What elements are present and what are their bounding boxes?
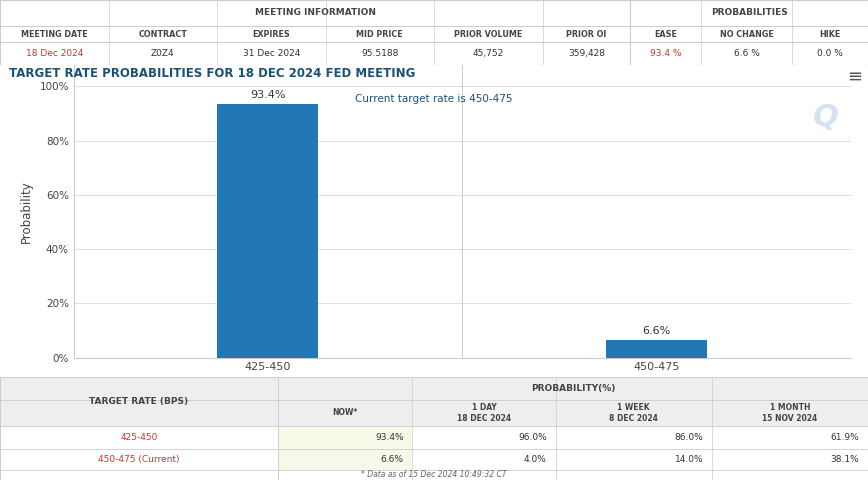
- Text: EXPIRES: EXPIRES: [253, 30, 290, 38]
- Text: HIKE: HIKE: [819, 30, 840, 38]
- Y-axis label: Probability: Probability: [19, 180, 32, 242]
- Text: TARGET RATE (BPS): TARGET RATE (BPS): [89, 397, 188, 406]
- Text: 0.0 %: 0.0 %: [817, 49, 843, 58]
- Text: NOW*: NOW*: [332, 408, 358, 418]
- Text: Z0Z4: Z0Z4: [151, 49, 174, 58]
- Text: 450-475 (Current): 450-475 (Current): [98, 455, 180, 464]
- Text: 86.0%: 86.0%: [674, 433, 703, 442]
- Text: 93.4%: 93.4%: [375, 433, 404, 442]
- Text: PRIOR OI: PRIOR OI: [566, 30, 607, 38]
- Text: 6.6%: 6.6%: [642, 325, 671, 336]
- Text: 359,428: 359,428: [568, 49, 605, 58]
- Text: 93.4 %: 93.4 %: [650, 49, 681, 58]
- Text: 18 Dec 2024: 18 Dec 2024: [25, 49, 83, 58]
- Text: TARGET RATE PROBABILITIES FOR 18 DEC 2024 FED MEETING: TARGET RATE PROBABILITIES FOR 18 DEC 202…: [9, 67, 415, 80]
- FancyBboxPatch shape: [278, 399, 868, 426]
- Text: PROBABILITY(%): PROBABILITY(%): [530, 384, 615, 393]
- FancyBboxPatch shape: [278, 449, 412, 469]
- Text: 14.0%: 14.0%: [674, 455, 703, 464]
- Text: 31 Dec 2024: 31 Dec 2024: [242, 49, 300, 58]
- Text: Current target rate is 450-475: Current target rate is 450-475: [355, 94, 513, 104]
- FancyBboxPatch shape: [278, 426, 412, 449]
- Text: 6.6 %: 6.6 %: [733, 49, 760, 58]
- Text: 4.0%: 4.0%: [524, 455, 547, 464]
- Text: 1 WEEK
8 DEC 2024: 1 WEEK 8 DEC 2024: [609, 403, 658, 422]
- Text: 95.5188: 95.5188: [361, 49, 398, 58]
- Bar: [606, 340, 707, 358]
- FancyBboxPatch shape: [278, 377, 868, 399]
- Text: CONTRACT: CONTRACT: [138, 30, 187, 38]
- Text: MEETING DATE: MEETING DATE: [21, 30, 88, 38]
- Text: MID PRICE: MID PRICE: [357, 30, 403, 38]
- Text: * Data as of 15 Dec 2024 10:49:32 CT: * Data as of 15 Dec 2024 10:49:32 CT: [361, 470, 507, 480]
- Text: Q: Q: [813, 103, 839, 132]
- Text: MEETING INFORMATION: MEETING INFORMATION: [254, 9, 376, 17]
- Text: EASE: EASE: [654, 30, 677, 38]
- Text: 1 DAY
18 DEC 2024: 1 DAY 18 DEC 2024: [457, 403, 511, 422]
- X-axis label: Target Rate (in bps): Target Rate (in bps): [404, 379, 521, 393]
- Text: 93.4%: 93.4%: [250, 90, 286, 100]
- FancyBboxPatch shape: [0, 377, 278, 426]
- Text: 45,752: 45,752: [472, 49, 504, 58]
- Text: 38.1%: 38.1%: [831, 455, 859, 464]
- Text: NO CHANGE: NO CHANGE: [720, 30, 773, 38]
- Text: 61.9%: 61.9%: [831, 433, 859, 442]
- Text: ≡: ≡: [847, 67, 862, 85]
- Bar: [218, 104, 319, 358]
- Text: 6.6%: 6.6%: [381, 455, 404, 464]
- Text: 1 MONTH
15 NOV 2024: 1 MONTH 15 NOV 2024: [762, 403, 818, 422]
- Text: PRIOR VOLUME: PRIOR VOLUME: [454, 30, 523, 38]
- Text: 96.0%: 96.0%: [518, 433, 547, 442]
- Text: PROBABILITIES: PROBABILITIES: [711, 9, 787, 17]
- Text: 425-450: 425-450: [120, 433, 158, 442]
